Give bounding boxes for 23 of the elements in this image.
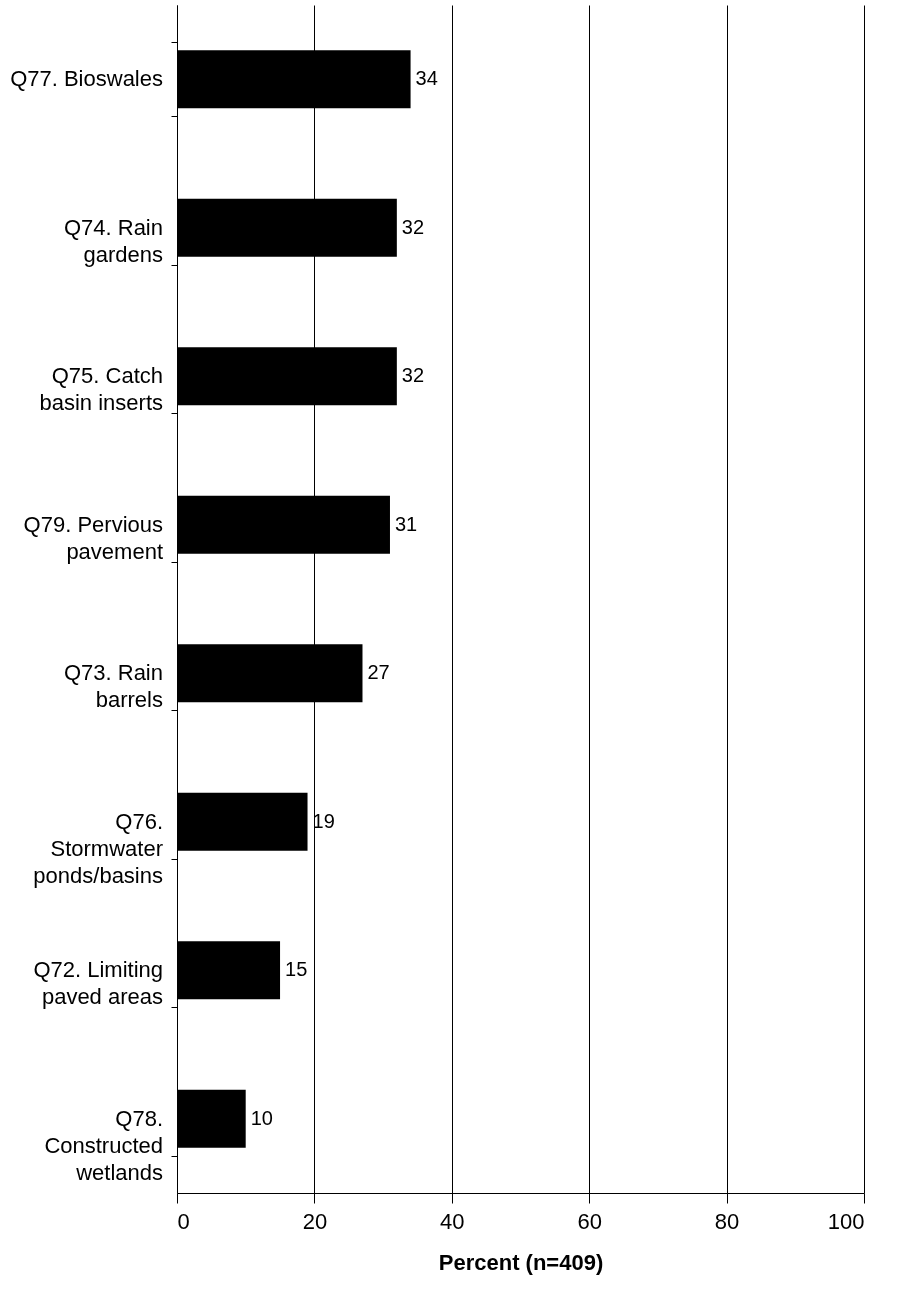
data-label: 15 [285, 958, 308, 981]
x-tick-label: 80 [714, 1208, 740, 1234]
data-label: 27 [367, 661, 390, 684]
x-axis-title: Percent (n=409) [438, 1249, 604, 1275]
data-label: 32 [401, 215, 425, 238]
x-tick-label: 20 [302, 1208, 328, 1234]
data-label: 10 [250, 1106, 273, 1129]
data-label: 19 [312, 809, 335, 832]
y-tick-label: Q74. Rain gardens [63, 214, 163, 267]
y-tick-label: Q73. Rain barrels [63, 660, 163, 713]
data-label: 34 [415, 67, 438, 90]
y-tick-label: Q77. Bioswales [10, 66, 163, 92]
data-label: 32 [401, 364, 425, 387]
y-tick-label: Q72. Limiting paved areas [33, 957, 163, 1010]
y-tick-label: Q79. Pervious pavement [23, 511, 163, 564]
y-tick-label: Q75. Catch basin inserts [39, 363, 163, 416]
y-tick-label: Q78. Constructed wetlands [44, 1105, 163, 1185]
x-tick-label: 60 [577, 1208, 602, 1234]
x-tick-label: 0 [177, 1208, 190, 1234]
data-label: 31 [394, 512, 418, 535]
x-tick-label: 40 [440, 1208, 465, 1234]
y-tick-label: Q76. Stormwater ponds/basins [33, 808, 163, 888]
x-tick-label: 100 [827, 1208, 865, 1234]
